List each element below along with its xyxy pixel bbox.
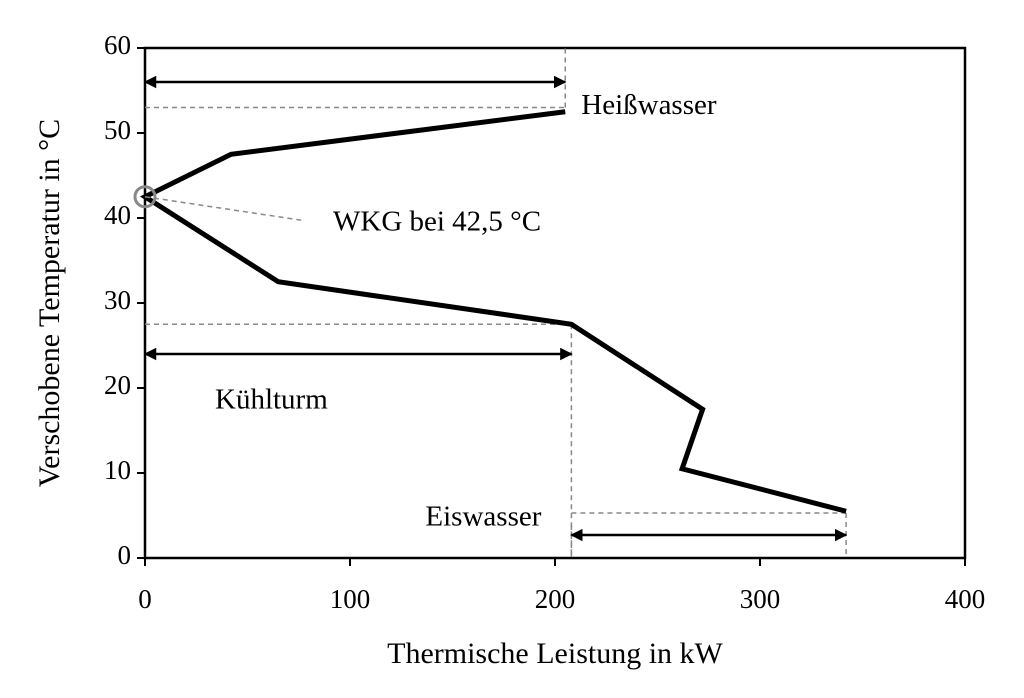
x-tick-label: 400 xyxy=(945,584,986,614)
point-marker xyxy=(133,185,157,209)
plot-frame xyxy=(143,46,967,560)
y-tick-label: 60 xyxy=(104,30,131,60)
y-tick-label: 0 xyxy=(118,540,132,570)
y-tick-label: 20 xyxy=(104,370,131,400)
annotation-label: Eiswasser xyxy=(425,501,541,533)
y-tick-label: 40 xyxy=(104,200,131,230)
x-axis-title: Thermische Leistung in kW xyxy=(387,637,723,670)
y-tick-label: 10 xyxy=(104,455,131,485)
y-tick-label: 30 xyxy=(104,285,131,315)
annotation-label: Heißwasser xyxy=(581,89,717,121)
curve xyxy=(139,109,847,514)
y-tick-label: 50 xyxy=(104,115,131,145)
x-tick-label: 100 xyxy=(330,584,371,614)
x-tick-label: 0 xyxy=(138,584,152,614)
annotation-label: WKG bei 42,5 °C xyxy=(333,205,541,237)
x-tick-label: 300 xyxy=(740,584,781,614)
annotation-label: Kühlturm xyxy=(215,384,328,416)
x-tick-label: 200 xyxy=(535,584,576,614)
leader-line xyxy=(144,196,306,222)
y-axis-title: Verschobene Temperatur in °C xyxy=(33,119,66,487)
